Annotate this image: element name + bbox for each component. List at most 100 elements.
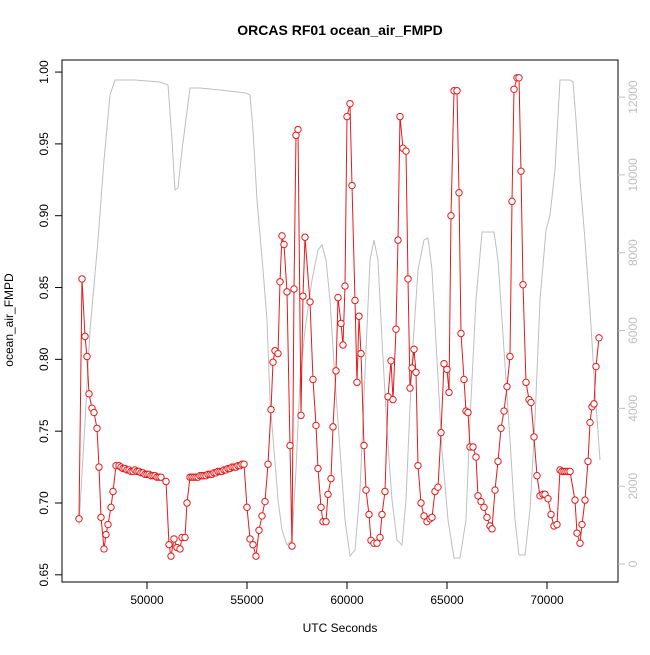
data-point bbox=[533, 472, 541, 480]
data-point bbox=[97, 513, 105, 522]
data-point bbox=[578, 520, 586, 529]
data-point bbox=[301, 233, 309, 241]
data-point bbox=[530, 433, 538, 441]
data-point bbox=[547, 510, 555, 519]
data-point bbox=[343, 112, 351, 121]
data-point bbox=[503, 382, 511, 391]
data-point bbox=[83, 352, 91, 361]
data-point bbox=[249, 540, 257, 549]
data-point bbox=[78, 275, 86, 283]
data-point bbox=[443, 365, 451, 374]
data-point bbox=[453, 87, 461, 95]
data-point bbox=[297, 411, 305, 420]
data-point bbox=[483, 513, 491, 522]
data-point bbox=[434, 483, 442, 491]
data-point bbox=[428, 513, 436, 522]
data-point bbox=[322, 517, 330, 526]
y-tick-label: 0.65 bbox=[37, 563, 51, 587]
y2-tick-label: 12000 bbox=[626, 80, 640, 114]
data-point bbox=[274, 349, 282, 358]
data-point bbox=[317, 503, 325, 512]
data-point bbox=[553, 520, 561, 529]
data-point bbox=[376, 533, 384, 542]
data-point bbox=[346, 99, 354, 108]
data-point bbox=[595, 334, 603, 342]
data-point bbox=[261, 497, 269, 506]
data-point bbox=[445, 388, 453, 397]
data-point bbox=[278, 232, 286, 240]
data-point bbox=[102, 530, 110, 539]
data-point bbox=[309, 375, 317, 384]
y-tick-label: 0.85 bbox=[37, 276, 51, 300]
y-tick-label: 0.80 bbox=[37, 347, 51, 371]
data-point bbox=[488, 525, 496, 533]
data-point bbox=[312, 421, 320, 430]
x-tick-label: 60000 bbox=[330, 593, 364, 607]
plot-frame bbox=[61, 59, 619, 583]
data-point bbox=[93, 424, 101, 433]
data-point bbox=[264, 460, 272, 468]
data-point bbox=[85, 390, 93, 398]
data-point bbox=[402, 147, 410, 155]
data-point bbox=[157, 473, 165, 481]
data-point bbox=[351, 296, 359, 305]
data-point bbox=[109, 487, 117, 496]
data-point bbox=[286, 441, 294, 450]
data-point bbox=[100, 545, 108, 553]
data-point bbox=[95, 463, 103, 471]
data-point bbox=[81, 332, 89, 341]
data-point bbox=[581, 496, 589, 504]
data-point bbox=[517, 167, 525, 175]
x-tick-label: 55000 bbox=[230, 593, 264, 607]
data-point bbox=[417, 499, 425, 507]
y2-tick-label: 10000 bbox=[626, 158, 640, 192]
data-point bbox=[394, 236, 402, 244]
data-point bbox=[360, 441, 368, 450]
data-point bbox=[592, 362, 600, 371]
data-point bbox=[494, 457, 502, 466]
data-point bbox=[324, 490, 332, 499]
data-point bbox=[515, 74, 523, 82]
data-point bbox=[165, 540, 173, 549]
data-point bbox=[590, 400, 598, 408]
data-point bbox=[269, 358, 277, 366]
data-point bbox=[276, 278, 284, 286]
x-tick-label: 65000 bbox=[430, 593, 464, 607]
y-tick-label: 1.00 bbox=[37, 60, 51, 84]
data-point bbox=[90, 408, 98, 417]
data-point bbox=[314, 464, 322, 473]
data-point bbox=[584, 457, 592, 466]
data-point bbox=[437, 428, 445, 437]
data-point bbox=[246, 535, 254, 543]
data-point bbox=[544, 494, 552, 503]
data-point bbox=[500, 407, 508, 415]
data-point bbox=[412, 368, 420, 376]
data-point bbox=[477, 497, 485, 506]
data-point bbox=[267, 405, 275, 414]
y-axis-label: ocean_air_FMPD bbox=[2, 273, 16, 367]
data-point bbox=[472, 453, 480, 461]
data-point bbox=[406, 384, 414, 392]
y-tick-label: 0.90 bbox=[37, 204, 51, 228]
data-point bbox=[510, 85, 518, 94]
data-point bbox=[573, 529, 581, 537]
data-point bbox=[294, 125, 302, 134]
y2-tick-label: 8000 bbox=[626, 239, 640, 266]
y-tick-label: 0.70 bbox=[37, 491, 51, 515]
data-point bbox=[566, 467, 574, 476]
data-point bbox=[365, 510, 373, 519]
y2-tick-label: 2000 bbox=[626, 472, 640, 499]
y2-tick-label: 4000 bbox=[626, 395, 640, 422]
data-point bbox=[240, 460, 248, 468]
data-point bbox=[414, 461, 422, 470]
data-point bbox=[280, 240, 288, 249]
series-line bbox=[78, 79, 601, 559]
chart-title: ORCAS RF01 ocean_air_FMPD bbox=[237, 22, 442, 38]
data-point bbox=[339, 341, 347, 349]
data-point bbox=[571, 496, 579, 504]
data-point bbox=[357, 349, 365, 358]
data-point bbox=[381, 487, 389, 496]
data-point bbox=[337, 319, 345, 328]
data-point bbox=[586, 418, 594, 427]
